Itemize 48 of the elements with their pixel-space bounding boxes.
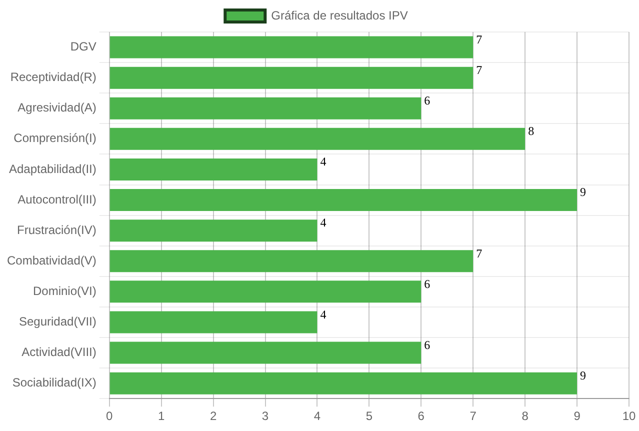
y-tick-label: Combatividad(V) xyxy=(6,253,96,268)
x-tick-label: 3 xyxy=(262,409,269,424)
data-label: 4 xyxy=(320,216,326,230)
y-tick-label: DGV xyxy=(70,40,96,54)
y-tick-label: Actividad(VIII) xyxy=(22,345,96,360)
x-tick-label: 5 xyxy=(366,409,373,424)
data-label: 9 xyxy=(580,368,586,382)
data-label: 4 xyxy=(320,307,326,322)
data-label: 7 xyxy=(476,62,482,77)
y-tick-label: Adaptabilidad(II) xyxy=(8,162,96,176)
bar xyxy=(110,311,318,334)
y-tick-label: Sociabilidad(IX) xyxy=(12,376,96,390)
x-tick-label: 6 xyxy=(418,409,425,424)
bar xyxy=(110,372,578,394)
x-tick-label: 4 xyxy=(314,409,321,424)
x-tick-label: 9 xyxy=(574,409,581,424)
y-tick-label: Receptividad(R) xyxy=(10,70,96,84)
y-tick-label: Dominio(VI) xyxy=(33,284,96,298)
x-tick-label: 1 xyxy=(158,409,165,424)
y-tick-label: Agresividad(A) xyxy=(18,100,96,115)
data-label: 6 xyxy=(424,276,430,291)
bar xyxy=(110,220,318,242)
bar xyxy=(110,158,318,180)
data-label: 4 xyxy=(320,154,326,169)
bar xyxy=(110,128,526,150)
bar xyxy=(110,250,474,272)
legend-label: Gráfica de resultados IPV xyxy=(271,8,408,22)
y-tick-label: Comprensión(I) xyxy=(14,131,96,146)
data-label: 6 xyxy=(424,94,430,108)
x-tick-label: 7 xyxy=(470,409,477,424)
data-label: 6 xyxy=(424,338,430,352)
bar xyxy=(110,66,474,89)
y-tick-label: Seguridad(VII) xyxy=(18,314,96,329)
bar xyxy=(110,342,422,364)
data-label: 9 xyxy=(580,185,586,200)
data-label: 7 xyxy=(476,246,482,260)
x-tick-label: 10 xyxy=(622,409,636,424)
bar xyxy=(110,280,422,303)
x-tick-label: 0 xyxy=(106,409,114,424)
bar xyxy=(110,36,474,58)
data-label: 8 xyxy=(528,124,534,138)
x-tick-label: 2 xyxy=(210,409,217,424)
x-tick-label: 8 xyxy=(522,409,529,424)
bar xyxy=(110,97,422,120)
data-label: 7 xyxy=(476,32,482,46)
y-tick-label: Frustración(IV) xyxy=(17,222,96,237)
bar xyxy=(110,189,578,212)
y-tick-label: Autocontrol(III) xyxy=(18,192,96,206)
